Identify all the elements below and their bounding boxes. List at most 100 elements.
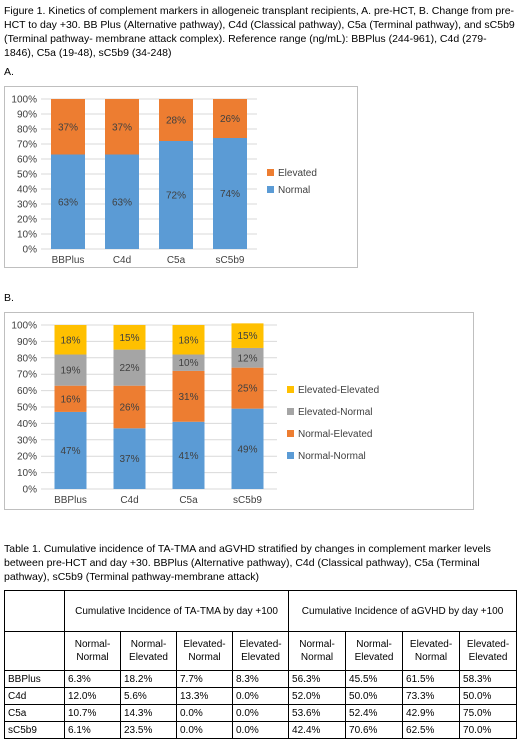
- data-label: 28%: [166, 116, 186, 127]
- y-tick-label: 0%: [23, 485, 38, 496]
- sub-header: Elevated-Elevated: [231, 631, 290, 671]
- y-tick-label: 70%: [17, 140, 37, 151]
- data-label: 63%: [112, 197, 132, 208]
- table-cell: 14.3%: [120, 704, 177, 722]
- figure-caption: Figure 1. Kinetics of complement markers…: [4, 5, 515, 59]
- bar-segment-normal-elevated: [54, 385, 87, 412]
- table-row: BBPlus 6.3% 18.2% 7.7% 8.3% 56.3% 45.5% 61.5% 58…: [4, 670, 518, 688]
- y-tick-label: 40%: [17, 185, 37, 196]
- table-cell: 0.0%: [231, 704, 290, 722]
- table-cell: 12.0%: [64, 687, 121, 705]
- bar-segment-elevated-elevated: [54, 325, 87, 355]
- y-tick-label: 90%: [17, 110, 37, 121]
- table-row: C5a 10.7% 14.3% 0.0% 0.0% 53.6% 52.4% 42.9% 75.0…: [4, 704, 518, 722]
- row-label: sC5b9: [4, 721, 65, 739]
- y-tick-label: 50%: [17, 170, 37, 181]
- legend-label: Elevated-Elevated: [298, 385, 379, 396]
- legend-label: Normal-Elevated: [298, 429, 372, 440]
- chart-a-container: 0% 10% 20% 30% 40% 50% 60% 70% 80% 90% 100% 63% 37% B…: [4, 86, 358, 268]
- y-tick-label: 80%: [17, 353, 37, 364]
- y-tick-label: 0%: [23, 245, 38, 256]
- table-cell: 6.1%: [64, 721, 121, 739]
- x-tick-label: sC5b9: [216, 255, 245, 266]
- x-tick-label: BBPlus: [52, 255, 85, 266]
- table-sub-header-row: Normal-Normal Normal-Elevated Elevated-N…: [4, 631, 518, 671]
- legend-label: Normal-Normal: [298, 451, 366, 462]
- y-tick-label: 20%: [17, 452, 37, 463]
- y-tick-label: 10%: [17, 230, 37, 241]
- y-tick-label: 30%: [17, 200, 37, 211]
- bar-segment-normal: [213, 138, 247, 249]
- x-tick-label: sC5b9: [233, 495, 262, 506]
- bar-segment-elevated: [51, 99, 85, 155]
- row-label: C4d: [4, 687, 65, 705]
- data-label: 72%: [166, 191, 186, 202]
- data-label: 26%: [119, 403, 139, 414]
- y-tick-label: 90%: [17, 337, 37, 348]
- legend-swatch: [287, 408, 294, 415]
- y-tick-label: 20%: [17, 215, 37, 226]
- legend-swatch: [287, 452, 294, 459]
- legend-swatch: [287, 430, 294, 437]
- sub-header: Elevated-Normal: [176, 631, 233, 671]
- chart-b-container: 0% 10% 20% 30% 40% 50% 60% 70% 80% 90% 100% 47% 16% 1…: [4, 312, 474, 510]
- panel-b-label: B.: [4, 292, 14, 304]
- bar-segment-normal: [51, 154, 85, 249]
- data-label: 63%: [58, 197, 78, 208]
- sub-header: Elevated-Normal: [402, 631, 461, 671]
- bar-segment-elevated-normal: [54, 354, 87, 386]
- bar-segment-normal: [159, 141, 193, 249]
- table-cell: 0.0%: [231, 721, 290, 739]
- data-label: 37%: [58, 122, 78, 133]
- table-cell: 10.7%: [64, 704, 121, 722]
- data-label: 22%: [119, 363, 139, 374]
- sub-header: Normal-Elevated: [120, 631, 177, 671]
- legend-swatch: [287, 386, 294, 393]
- y-tick-label: 60%: [17, 386, 37, 397]
- legend-swatch: [267, 169, 274, 176]
- group-header-agvhd: Cumulative Incidence of aGVHD by day +10…: [288, 590, 518, 632]
- chart-b: 0% 10% 20% 30% 40% 50% 60% 70% 80% 90% 100% 47% 16% 1…: [11, 321, 379, 507]
- legend-label: Elevated-Normal: [298, 407, 372, 418]
- bar-segment-elevated-normal: [113, 349, 146, 386]
- table-cell: 0.0%: [176, 721, 233, 739]
- y-tick-label: 10%: [17, 468, 37, 479]
- data-label: 41%: [178, 451, 198, 462]
- bar-segment-normal: [105, 154, 139, 249]
- data-label: 26%: [220, 114, 240, 125]
- y-tick-label: 50%: [17, 403, 37, 414]
- table-cell: 53.6%: [288, 704, 347, 722]
- table-cell: 23.5%: [120, 721, 177, 739]
- incidence-table: Cumulative Incidence of TA-TMA by day +1…: [4, 590, 518, 739]
- bar-segment-elevated-normal: [172, 354, 205, 371]
- y-tick-label: 80%: [17, 125, 37, 136]
- table-cell: 70.6%: [345, 721, 404, 739]
- sub-header: Normal-Normal: [64, 631, 121, 671]
- table-cell: 18.2%: [120, 670, 177, 688]
- data-label: 37%: [112, 122, 132, 133]
- bar-segment-normal-normal: [172, 421, 205, 489]
- sub-header: Elevated-Elevated: [459, 631, 518, 671]
- chart-a: 0% 10% 20% 30% 40% 50% 60% 70% 80% 90% 100% 63% 37% B…: [11, 95, 317, 267]
- legend-label: Elevated: [278, 168, 317, 179]
- data-label: 74%: [220, 189, 240, 200]
- bar-segment-elevated-normal: [231, 347, 264, 368]
- y-tick-label: 60%: [17, 155, 37, 166]
- data-label: 49%: [237, 444, 257, 455]
- table-cell: 50.0%: [459, 687, 518, 705]
- bar-segment-normal-normal: [113, 428, 146, 489]
- table-group-header-row: Cumulative Incidence of TA-TMA by day +1…: [4, 590, 518, 632]
- table-cell: 8.3%: [231, 670, 290, 688]
- table-cell: 61.5%: [402, 670, 461, 688]
- table-corner-cell: [4, 590, 65, 632]
- data-label: 47%: [60, 446, 80, 457]
- bar-segment-elevated: [213, 99, 247, 138]
- group-header-tatma: Cumulative Incidence of TA-TMA by day +1…: [63, 590, 290, 632]
- bar-segment-normal-normal: [54, 411, 87, 489]
- table-body: BBPlus 6.3% 18.2% 7.7% 8.3% 56.3% 45.5% 61.5% 58…: [4, 670, 518, 739]
- table-cell: 13.3%: [176, 687, 233, 705]
- bar-segment-normal-normal: [231, 408, 264, 489]
- row-label: C5a: [4, 704, 65, 722]
- legend-swatch: [267, 186, 274, 193]
- data-label: 25%: [237, 384, 257, 395]
